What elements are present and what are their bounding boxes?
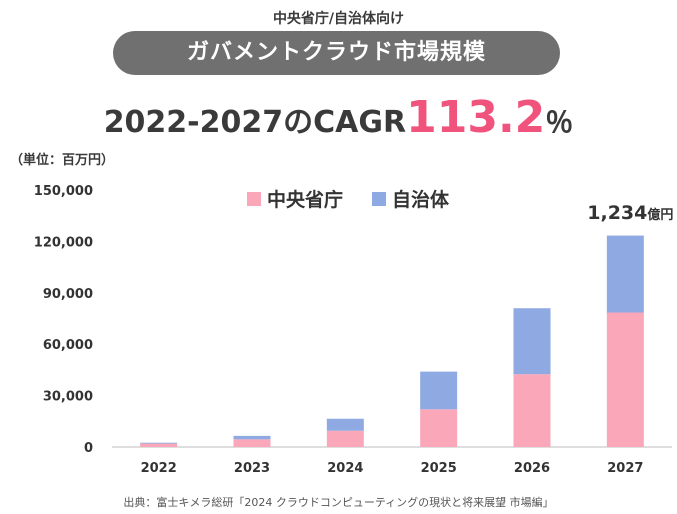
y-tick-label: 90,000 — [43, 287, 93, 302]
bar-segment — [606, 235, 644, 313]
total-annotation-value: 1,234 — [587, 202, 647, 224]
y-tick-label: 150,000 — [34, 184, 93, 199]
chart-supertitle: 中央省庁/自治体向け — [272, 11, 405, 27]
y-tick-label: 120,000 — [34, 235, 93, 250]
legend-label: 自治体 — [392, 188, 450, 211]
bar-segment — [140, 443, 178, 447]
bar-segment — [513, 374, 551, 447]
unit-label: （単位：百万円） — [10, 153, 115, 168]
cagr-value: 113.2 — [406, 92, 546, 143]
legend-swatch — [372, 192, 386, 206]
x-tick-label: 2022 — [141, 461, 177, 476]
x-tick-label: 2025 — [421, 461, 457, 476]
x-tick-label: 2026 — [514, 461, 550, 476]
x-tick-label: 2027 — [607, 461, 643, 476]
bar-segment — [233, 435, 271, 440]
total-annotation-unit: 億円 — [647, 207, 673, 223]
x-tick-label: 2023 — [234, 461, 270, 476]
cagr-line: 2022-2027のCAGR113.2％ — [0, 92, 677, 143]
bar-segment — [420, 371, 458, 410]
bar-segment — [233, 439, 271, 447]
legend-swatch — [247, 192, 261, 206]
bar-segment — [140, 442, 178, 444]
y-tick-label: 60,000 — [43, 338, 93, 353]
bar-segment — [326, 418, 364, 431]
x-tick-label: 2024 — [327, 461, 363, 476]
bar-segment — [326, 430, 364, 447]
chart-title-banner: ガバメントクラウド市場規模 — [113, 31, 560, 75]
total-annotation: 1,234億円 — [587, 202, 673, 224]
cagr-unit: ％ — [545, 106, 574, 139]
source-note: 出典：富士キメラ総研「2024 クラウドコンピューティングの現状と将来展望 市場… — [123, 496, 554, 509]
cagr-label: 2022-2027のCAGR — [103, 105, 407, 140]
bar-segment — [606, 312, 644, 447]
bar-segment — [513, 308, 551, 375]
bar-segment — [420, 409, 458, 447]
legend-label: 中央省庁 — [267, 188, 343, 211]
y-tick-label: 0 — [84, 441, 93, 456]
y-tick-label: 30,000 — [43, 390, 93, 405]
